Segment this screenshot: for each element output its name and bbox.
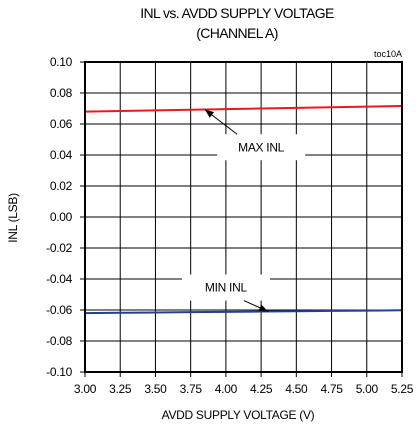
max-inl-arrowhead [204,109,215,118]
x-tick-label: 3.50 [144,382,167,396]
y-tick-label: -0.08 [46,334,72,348]
y-tick-label: 0.04 [50,148,73,162]
tick-labels: 3.00 3.25 3.50 3.75 4.00 4.25 4.50 4.75 5.00 5.25… [46,55,414,396]
min-inl-line [84,309,403,315]
y-tick-label: 0.08 [50,86,73,100]
chart-id-label: toc10A [374,49,402,59]
y-tick-label: -0.06 [46,303,72,317]
max-inl-label-box [217,134,306,161]
x-tick-label: 4.75 [320,382,343,396]
min-inl-arrowhead [258,304,269,312]
x-tick-label: 4.25 [250,382,273,396]
y-tick-label: -0.10 [46,365,72,379]
x-tick-label: 5.00 [356,382,379,396]
x-tick-label: 3.75 [180,382,203,396]
y-tick-label: -0.04 [46,272,72,286]
max-inl-label: MAX INL [238,140,285,154]
x-tick-label: 5.25 [391,382,414,396]
tick-marks [80,61,403,377]
data-series [84,105,403,315]
y-tick-label: 0.02 [50,179,73,193]
min-inl-label-box [181,274,270,301]
y-axis-label: INL (LSB) [6,193,20,243]
y-tick-label: -0.02 [46,241,72,255]
chart-title-line2: (CHANNEL A) [196,25,278,41]
x-tick-label: 4.00 [215,382,238,396]
x-tick-label: 4.50 [285,382,308,396]
x-axis-label: AVDD SUPPLY VOLTAGE (V) [162,408,315,422]
max-inl-line [84,105,403,113]
annotations: MAX INL MIN INL [181,109,306,312]
y-tick-label: 0.00 [50,210,73,224]
x-tick-label: 3.25 [109,382,132,396]
y-tick-label: 0.06 [50,117,73,131]
x-tick-label: 3.00 [74,382,97,396]
y-tick-label: 0.10 [50,55,73,69]
chart-title-line1: INL vs. AVDD SUPPLY VOLTAGE [140,5,334,21]
min-inl-label: MIN INL [205,281,248,295]
